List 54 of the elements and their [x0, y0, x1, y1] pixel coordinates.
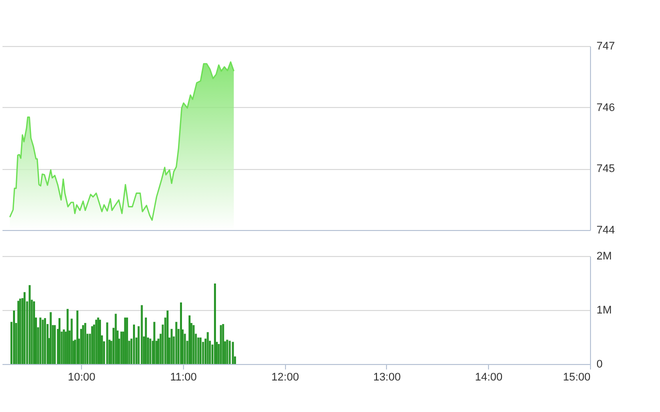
- x-tick-label: 10:00: [68, 372, 96, 384]
- y-tick-label: 745: [596, 163, 615, 176]
- bar: [106, 322, 108, 364]
- bar: [222, 324, 224, 364]
- bar: [175, 322, 178, 364]
- bar: [44, 318, 46, 364]
- bar: [153, 322, 156, 364]
- y-tick-label: 0: [596, 358, 603, 370]
- bar: [206, 332, 209, 364]
- bar: [97, 318, 100, 364]
- bar: [232, 342, 234, 364]
- bar: [98, 320, 101, 364]
- bar: [220, 325, 222, 364]
- bar: [140, 305, 143, 364]
- bar: [202, 342, 204, 364]
- y-tick-label: 746: [596, 102, 615, 114]
- bar: [42, 320, 44, 364]
- bar: [132, 324, 135, 364]
- bar: [54, 325, 56, 364]
- bar: [200, 338, 202, 364]
- bar: [66, 308, 69, 364]
- bar: [166, 310, 169, 364]
- bar: [228, 340, 231, 364]
- x-tick-label: 14:00: [474, 372, 502, 384]
- bar: [184, 334, 186, 364]
- x-tick-label: 15:00: [562, 372, 590, 384]
- y-tick-label: 747: [596, 40, 615, 52]
- y-tick-label: 744: [596, 224, 615, 236]
- bar: [149, 338, 152, 364]
- bar: [197, 338, 200, 364]
- bar: [144, 318, 147, 364]
- bar: [226, 340, 228, 364]
- bar: [58, 318, 60, 364]
- bar: [126, 318, 128, 364]
- bar: [188, 315, 191, 364]
- bar: [70, 318, 73, 364]
- bar: [39, 318, 42, 364]
- bar: [214, 284, 216, 364]
- bar: [33, 301, 36, 364]
- y-tick-label: 1M: [596, 304, 612, 316]
- bar: [124, 318, 126, 364]
- x-tick-label: 11:00: [170, 372, 197, 384]
- bar: [24, 292, 26, 364]
- bar: [192, 325, 195, 364]
- bar: [170, 328, 173, 364]
- bar: [82, 325, 84, 364]
- bar: [95, 320, 98, 364]
- x-tick-label: 12:00: [271, 372, 299, 384]
- bar: [50, 312, 52, 364]
- bar: [84, 322, 86, 364]
- x-tick-label: 13:00: [373, 372, 401, 384]
- y-tick-label: 2M: [596, 250, 612, 262]
- bar: [28, 285, 31, 364]
- bar: [12, 310, 15, 364]
